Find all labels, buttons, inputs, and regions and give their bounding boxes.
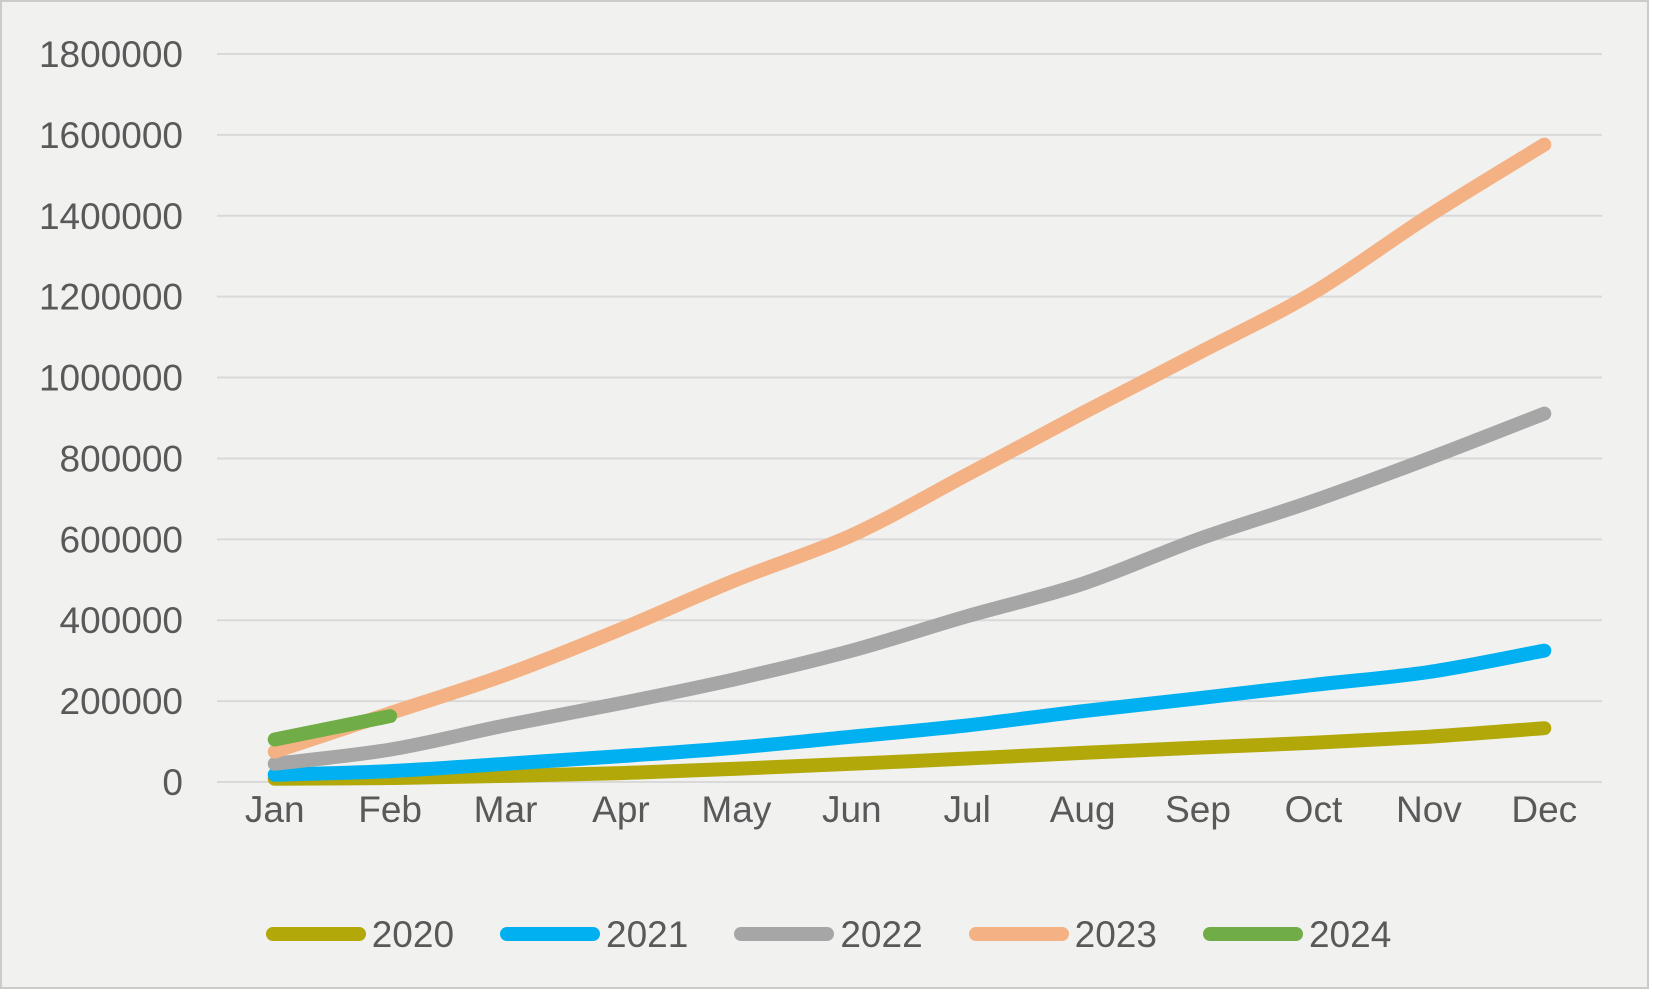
y-axis-tick-label: 200000 — [60, 681, 183, 722]
chart-legend: 2020 2021 2022 2023 2024 — [2, 904, 1653, 964]
legend-item-2022: 2022 — [734, 913, 923, 955]
legend-label-2021: 2021 — [606, 913, 689, 955]
legend-item-2024: 2024 — [1202, 913, 1392, 955]
legend-label-2024: 2024 — [1308, 913, 1392, 955]
y-axis-tick-label: 0 — [162, 762, 183, 803]
x-axis-tick-label: Jun — [822, 789, 882, 830]
legend-swatch-2023 — [968, 927, 1069, 941]
y-axis-tick-label: 1000000 — [39, 358, 183, 399]
y-axis-tick-label: 1800000 — [39, 34, 183, 75]
series-line-2023 — [267, 137, 1552, 759]
y-axis-tick-label: 1600000 — [39, 115, 183, 156]
legend-swatch-2020 — [265, 927, 366, 941]
x-axis-tick-label: Jan — [245, 789, 305, 830]
x-axis-tick-label: Nov — [1396, 789, 1462, 830]
y-axis-tick-label: 800000 — [60, 438, 183, 479]
series-line-2024 — [267, 709, 398, 747]
legend-item-2020: 2020 — [265, 913, 455, 955]
legend-item-2021: 2021 — [500, 916, 688, 953]
legend-swatch-2021 — [500, 927, 601, 941]
y-axis-tick-label: 400000 — [60, 600, 183, 641]
x-axis-tick-label: Oct — [1285, 789, 1343, 830]
x-axis-tick-label: May — [701, 789, 771, 830]
legend-swatch-2022 — [734, 927, 835, 941]
legend-swatch-2024 — [1202, 927, 1303, 941]
x-axis-tick-label: Dec — [1511, 789, 1577, 830]
legend-label-2020: 2020 — [371, 913, 455, 955]
legend-item-2023: 2023 — [968, 913, 1157, 955]
x-axis-tick-label: Jul — [944, 789, 991, 830]
x-axis-tick-label: Apr — [592, 789, 650, 830]
legend-label-2023: 2023 — [1074, 913, 1157, 955]
y-axis-tick-label: 1200000 — [39, 277, 183, 318]
series-line-2022 — [267, 406, 1552, 771]
legend-label-2022: 2022 — [840, 913, 923, 955]
x-axis-tick-label: Sep — [1165, 789, 1231, 830]
y-axis-tick-label: 600000 — [60, 519, 183, 560]
series-line-2021 — [267, 643, 1552, 782]
x-axis-tick-label: Aug — [1050, 789, 1116, 830]
x-axis-tick-label: Mar — [474, 789, 538, 830]
y-axis-tick-label: 1400000 — [39, 196, 183, 237]
x-axis-tick-label: Feb — [358, 789, 422, 830]
series-line-2020 — [267, 721, 1552, 786]
